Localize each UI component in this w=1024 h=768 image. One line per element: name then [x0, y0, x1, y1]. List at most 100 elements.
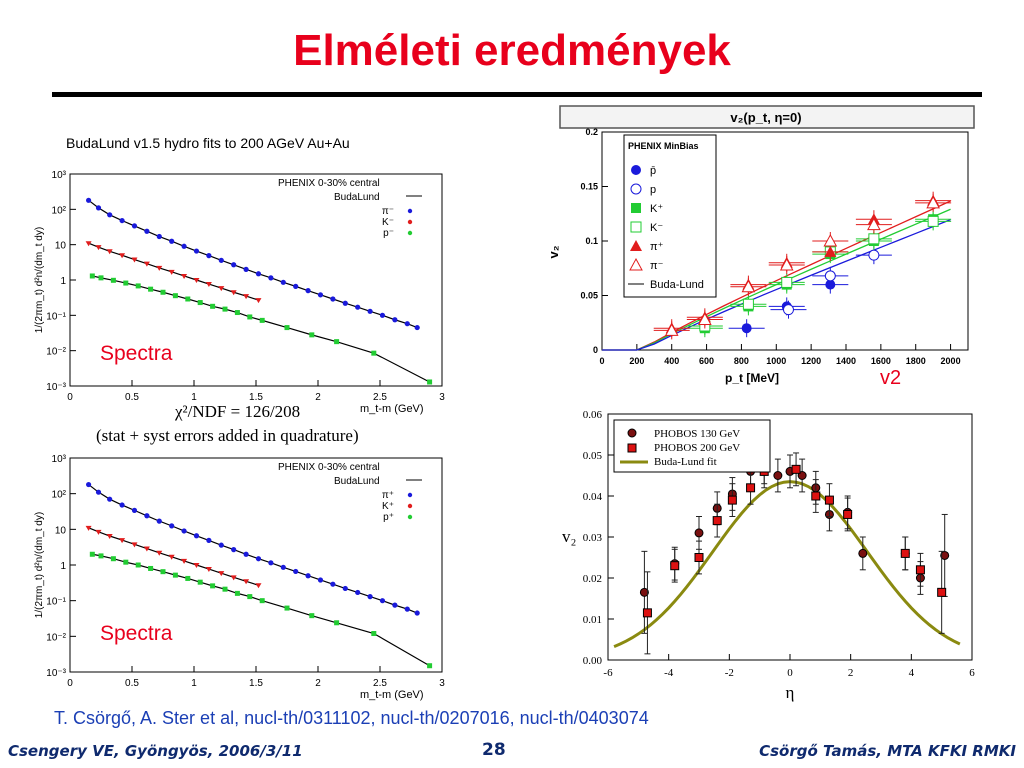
x-tick-label: 0.5: [125, 392, 139, 403]
x-tick-label: 2: [848, 667, 854, 679]
data-point-kaon: [230, 290, 237, 296]
x-tick-label: 3: [439, 392, 445, 403]
data-point-proton: [172, 293, 178, 299]
data-point-proton: [98, 553, 104, 559]
data-point-130: [694, 528, 704, 538]
spectra-plot-negative: BudaLund v1.5 hydro fits to 200 AGeV Au+…: [34, 135, 445, 415]
data-point-pion: [268, 275, 274, 281]
data-point-pion: [181, 243, 187, 249]
y-tick-label: 10: [55, 241, 67, 252]
title-box: [559, 105, 975, 129]
data-point-kminus: [927, 215, 939, 227]
legend-marker-1: [407, 219, 413, 225]
fit-curve-proton: [602, 219, 951, 351]
data-point-pion: [206, 253, 212, 259]
y-axis-label: 1/(2πm_t) d²n/(dm_t dy): [34, 512, 45, 618]
fit-curve-budalund: [613, 480, 961, 648]
data-point-proton: [284, 325, 290, 331]
legend-marker-piminus: [629, 257, 643, 271]
data-point-proton: [160, 569, 166, 575]
data-point-130: [940, 550, 950, 560]
data-point-proton: [197, 300, 203, 306]
x-tick-label: 400: [664, 356, 679, 366]
data-point-proton: [427, 379, 433, 385]
data-point-kaon: [106, 534, 113, 540]
data-point-pion: [218, 257, 224, 263]
footer-author: Csörgő Tamás, MTA KFKI RMKI: [759, 742, 1016, 760]
data-point-proton: [185, 296, 191, 302]
data-point-proton: [172, 572, 178, 578]
data-point-kaon: [95, 529, 102, 535]
legend-label-1: PHOBOS 200 GeV: [654, 442, 740, 454]
y-tick-label: 0.01: [583, 614, 602, 626]
data-point-pion: [95, 489, 102, 495]
data-point-pion: [86, 481, 92, 488]
data-point-proton: [148, 286, 154, 292]
data-point-pion: [119, 217, 125, 224]
data-point-pion: [355, 589, 361, 596]
title-rule: [52, 92, 982, 97]
legend-label-5: π⁻: [650, 260, 664, 272]
y-tick-label: 0.15: [580, 182, 598, 192]
data-point-pion: [268, 560, 274, 566]
legend-marker-0: [407, 492, 413, 498]
data-point-pion: [181, 528, 187, 534]
data-point-proton: [371, 350, 377, 356]
data-point-proton: [309, 613, 315, 619]
legend-marker-0: [407, 208, 413, 214]
data-point-pion: [379, 312, 386, 318]
data-point-kaon: [255, 298, 262, 304]
data-point-200: [642, 608, 652, 618]
fit-curve-pion: [602, 200, 951, 351]
x-tick-label: 0: [67, 392, 73, 403]
y-tick-label: 10³: [52, 170, 67, 181]
data-point-pion: [404, 321, 410, 327]
data-point-200: [727, 495, 737, 505]
data-point-kaon: [218, 571, 225, 577]
data-point-kaon: [156, 550, 163, 556]
x-axis-label: p_t [MeV]: [725, 371, 779, 385]
legend-marker-2: [407, 514, 413, 520]
data-point-pion: [305, 288, 311, 294]
data-point-pion: [169, 523, 175, 529]
x-tick-label: 1800: [906, 356, 926, 366]
data-point-pion: [107, 212, 113, 218]
data-point-kaon: [143, 261, 150, 267]
data-point-proton: [135, 283, 141, 289]
data-point-proton: [259, 598, 265, 604]
data-point-kaon: [106, 249, 113, 255]
legend-label-3: K⁻: [650, 222, 663, 234]
data-point-200: [843, 509, 853, 519]
data-point-kaon: [168, 554, 175, 560]
x-axis-label: η: [786, 683, 795, 702]
data-point-kaon: [119, 253, 126, 259]
legend-label-2: K⁺: [650, 203, 663, 215]
data-point-proton: [222, 586, 228, 592]
v2-vs-pt-plot: v₂(p_t, η=0) 0 200 400 600 800 1000 1200 1400 160…: [546, 105, 975, 389]
y-tick-label: 0.03: [583, 532, 603, 544]
fit-curve-2: [92, 553, 430, 667]
v2pt-title: v₂(p_t, η=0): [730, 110, 801, 125]
data-point-proton: [89, 551, 95, 557]
data-point-pion: [193, 248, 200, 254]
data-point-kaon: [243, 579, 250, 585]
legend-label-2: Buda-Lund fit: [654, 456, 717, 468]
y-tick-label: 10⁻²: [46, 347, 66, 358]
data-point-200: [900, 548, 910, 558]
data-point-kaon: [193, 563, 200, 568]
data-point-proton: [89, 273, 95, 279]
y-tick-label: 0.2: [585, 127, 598, 137]
data-point-pion: [355, 304, 361, 310]
data-point-pbar: [741, 323, 752, 334]
x-tick-label: 0: [599, 356, 604, 366]
y-tick-label: 10²: [52, 490, 67, 501]
y-tick-label: 10³: [52, 454, 67, 465]
data-point-pion: [107, 496, 113, 502]
legend-marker-pbar: [631, 165, 641, 175]
x-tick-label: 1600: [871, 356, 891, 366]
page-number: 28: [482, 740, 506, 760]
y-axis-label: v₂: [546, 245, 561, 258]
y-tick-label: 1: [60, 561, 66, 572]
data-point-kminus: [742, 298, 754, 310]
legend-marker-2: [407, 230, 413, 236]
